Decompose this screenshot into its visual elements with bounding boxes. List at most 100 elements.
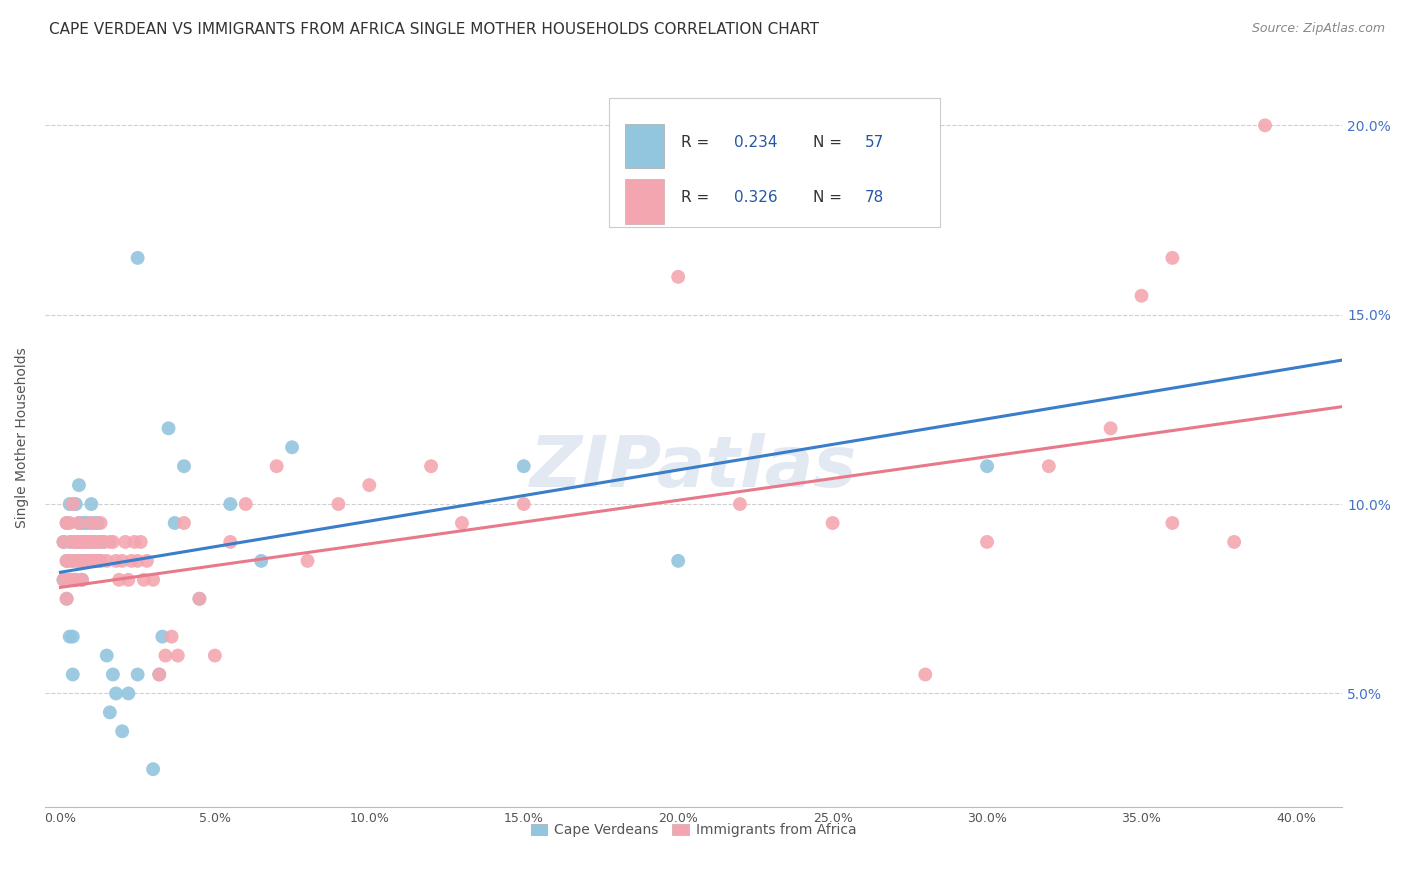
Point: [1161, 251, 1184, 265]
Point: [142, 573, 165, 587]
Text: R =: R =: [681, 135, 714, 150]
Point: [59, 554, 82, 568]
Point: [451, 516, 474, 530]
Point: [1223, 535, 1246, 549]
Point: [297, 554, 319, 568]
Legend: Cape Verdeans, Immigrants from Africa: Cape Verdeans, Immigrants from Africa: [523, 816, 863, 845]
Point: [605, 156, 627, 170]
Point: [111, 554, 134, 568]
Point: [65, 554, 87, 568]
Point: [90, 554, 112, 568]
Point: [80, 554, 103, 568]
Point: [105, 554, 128, 568]
Point: [188, 591, 211, 606]
Point: [65, 497, 87, 511]
Point: [512, 459, 534, 474]
Point: [1099, 421, 1122, 435]
Point: [83, 535, 105, 549]
Point: [67, 516, 90, 530]
Point: [59, 516, 82, 530]
Point: [65, 573, 87, 587]
Point: [86, 516, 108, 530]
Point: [59, 573, 82, 587]
Point: [98, 706, 121, 720]
Point: [101, 535, 124, 549]
Point: [86, 554, 108, 568]
Text: CAPE VERDEAN VS IMMIGRANTS FROM AFRICA SINGLE MOTHER HOUSEHOLDS CORRELATION CHAR: CAPE VERDEAN VS IMMIGRANTS FROM AFRICA S…: [49, 22, 820, 37]
Point: [65, 535, 87, 549]
FancyBboxPatch shape: [624, 124, 664, 169]
Point: [93, 535, 115, 549]
Point: [55, 554, 77, 568]
Point: [111, 724, 134, 739]
Point: [127, 667, 149, 681]
Point: [55, 591, 77, 606]
Point: [512, 497, 534, 511]
Point: [80, 497, 103, 511]
Point: [93, 535, 115, 549]
Point: [75, 554, 97, 568]
Point: [142, 762, 165, 776]
Point: [55, 516, 77, 530]
Point: [188, 591, 211, 606]
Point: [157, 421, 180, 435]
Text: Source: ZipAtlas.com: Source: ZipAtlas.com: [1251, 22, 1385, 36]
Point: [219, 535, 242, 549]
Point: [59, 497, 82, 511]
Point: [52, 573, 75, 587]
Point: [77, 535, 100, 549]
Point: [62, 573, 84, 587]
Point: [666, 554, 689, 568]
Point: [1161, 516, 1184, 530]
Point: [77, 535, 100, 549]
Point: [90, 516, 112, 530]
Point: [59, 573, 82, 587]
Point: [204, 648, 226, 663]
Point: [1130, 289, 1153, 303]
Point: [52, 573, 75, 587]
Point: [55, 591, 77, 606]
Point: [65, 573, 87, 587]
Point: [117, 686, 139, 700]
Point: [80, 516, 103, 530]
Point: [70, 516, 93, 530]
Point: [75, 554, 97, 568]
Point: [83, 535, 105, 549]
Point: [155, 648, 177, 663]
Text: 57: 57: [865, 135, 884, 150]
Point: [914, 667, 936, 681]
Text: N =: N =: [813, 135, 846, 150]
Point: [129, 535, 152, 549]
Point: [163, 516, 186, 530]
Point: [150, 630, 173, 644]
Point: [98, 535, 121, 549]
Point: [132, 573, 155, 587]
Point: [219, 497, 242, 511]
Point: [235, 497, 257, 511]
Point: [62, 497, 84, 511]
Point: [83, 554, 105, 568]
Point: [420, 459, 443, 474]
Point: [62, 535, 84, 549]
Point: [62, 630, 84, 644]
Point: [1254, 119, 1277, 133]
Point: [62, 554, 84, 568]
Point: [59, 630, 82, 644]
Point: [90, 554, 112, 568]
Point: [166, 648, 188, 663]
FancyBboxPatch shape: [624, 179, 664, 224]
Point: [359, 478, 381, 492]
Point: [127, 251, 149, 265]
Point: [96, 554, 118, 568]
Text: R =: R =: [681, 190, 714, 205]
Point: [96, 648, 118, 663]
Text: 78: 78: [865, 190, 884, 205]
Point: [728, 497, 751, 511]
Point: [666, 269, 689, 284]
Text: N =: N =: [813, 190, 846, 205]
Text: 0.326: 0.326: [734, 190, 778, 205]
Point: [67, 554, 90, 568]
Text: ZIPatlas: ZIPatlas: [530, 433, 858, 502]
Point: [127, 554, 149, 568]
Point: [80, 554, 103, 568]
